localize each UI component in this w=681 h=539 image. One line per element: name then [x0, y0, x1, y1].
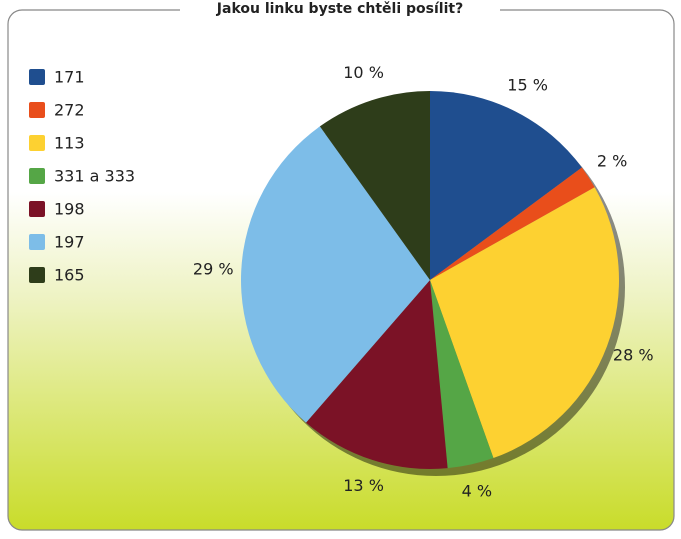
data-label: 10 %: [343, 63, 384, 82]
legend-label: 113: [54, 134, 85, 153]
pie-slice: [319, 91, 430, 280]
legend-swatch: [29, 201, 45, 217]
legend-swatch: [29, 234, 45, 250]
pie-slice: [240, 126, 430, 423]
legend-label: 331 a 333: [54, 167, 135, 186]
data-label: 15 %: [507, 76, 548, 95]
data-label: 2 %: [597, 151, 627, 170]
legend-swatch: [29, 69, 45, 85]
title-bg: [180, 0, 500, 20]
legend-label: 197: [54, 233, 85, 252]
legend-label: 272: [54, 101, 85, 120]
legend-label: 165: [54, 266, 85, 285]
data-label: 13 %: [343, 476, 384, 495]
pie-slice: [430, 167, 595, 280]
legend-label: 171: [54, 68, 85, 87]
legend-swatch: [29, 267, 45, 283]
data-label: 28 %: [613, 345, 654, 364]
chart-title: Jakou linku byste chtěli posílit?: [216, 1, 463, 17]
pie-slice: [430, 280, 494, 469]
legend-label: 198: [54, 200, 85, 219]
pie-slice: [430, 91, 582, 280]
pie-slice: [306, 280, 448, 469]
data-label: 4 %: [462, 481, 492, 500]
pie-slice: [430, 187, 619, 459]
legend-swatch: [29, 135, 45, 151]
legend-swatch: [29, 102, 45, 118]
data-label: 29 %: [193, 259, 234, 278]
legend-swatch: [29, 168, 45, 184]
